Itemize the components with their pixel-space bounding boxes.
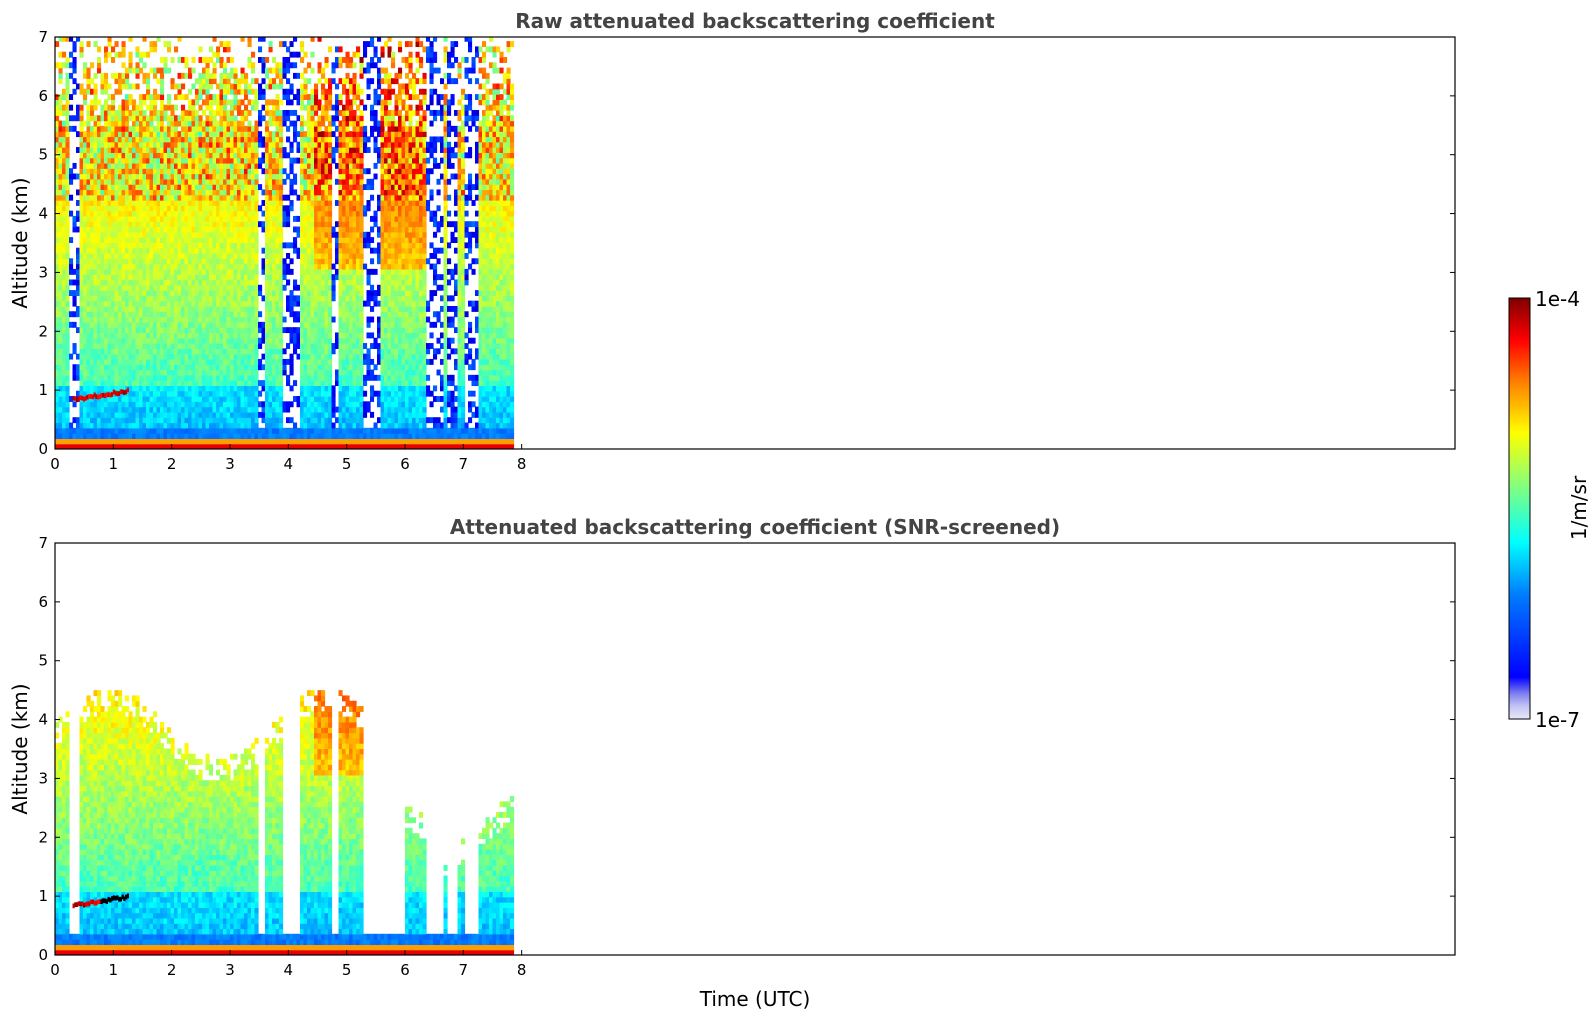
y-tick-label: 5 — [38, 652, 48, 670]
x-tick-label: 0 — [50, 455, 60, 473]
x-tick-label: 7 — [459, 455, 469, 473]
x-tick-label: 4 — [284, 961, 294, 979]
y-tick-label: 7 — [38, 534, 48, 552]
axis-ticks: 0 1 2 3 4 5 6 7 8 0 1 2 3 4 5 6 7 — [38, 28, 1455, 473]
plot-frame — [54, 36, 1456, 450]
colorbar: 1e-4 1e-7 1/m/sr — [1508, 287, 1591, 732]
axis-ticks: 0 1 2 3 4 5 6 7 8 0 1 2 3 4 5 6 7 — [38, 534, 1455, 979]
y-tick-label: 4 — [38, 205, 48, 223]
x-tick-label: 1 — [109, 961, 119, 979]
heatmap-image — [55, 690, 515, 955]
y-tick-label: 2 — [38, 322, 48, 340]
y-tick-label: 4 — [38, 711, 48, 729]
y-axis-label: Altitude (km) — [8, 683, 32, 814]
x-axis-label: Time (UTC) — [699, 987, 811, 1011]
x-tick-label: 8 — [517, 455, 527, 473]
colorbar-min-label: 1e-7 — [1535, 708, 1580, 732]
x-tick-label: 6 — [400, 455, 410, 473]
x-tick-label: 1 — [109, 455, 119, 473]
y-tick-label: 0 — [38, 946, 48, 964]
x-tick-label: 5 — [342, 455, 352, 473]
x-tick-label: 7 — [459, 961, 469, 979]
panel-title: Attenuated backscattering coefficient (S… — [450, 515, 1060, 539]
x-tick-label: 2 — [167, 961, 177, 979]
x-tick-label: 8 — [517, 961, 527, 979]
snr-screened-panel: Attenuated backscattering coefficient (S… — [8, 515, 1456, 1011]
y-axis-label: Altitude (km) — [8, 177, 32, 308]
y-tick-label: 1 — [38, 381, 48, 399]
colorbar-max-label: 1e-4 — [1535, 287, 1580, 311]
x-tick-label: 3 — [225, 455, 235, 473]
x-tick-label: 6 — [400, 961, 410, 979]
y-tick-label: 1 — [38, 887, 48, 905]
y-tick-label: 5 — [38, 146, 48, 164]
y-tick-label: 3 — [38, 263, 48, 281]
y-tick-label: 6 — [38, 593, 48, 611]
x-tick-label: 4 — [284, 455, 294, 473]
colorbar-unit-label: 1/m/sr — [1567, 475, 1591, 540]
y-tick-label: 7 — [38, 28, 48, 46]
colorbar-gradient — [1508, 297, 1531, 720]
panel-title: Raw attenuated backscattering coefficien… — [515, 9, 995, 33]
y-tick-label: 0 — [38, 440, 48, 458]
x-tick-label: 0 — [50, 961, 60, 979]
heatmap-image — [55, 37, 515, 449]
y-tick-label: 6 — [38, 87, 48, 105]
y-tick-label: 3 — [38, 769, 48, 787]
x-tick-label: 2 — [167, 455, 177, 473]
x-tick-label: 5 — [342, 961, 352, 979]
raw-backscatter-panel: Raw attenuated backscattering coefficien… — [8, 9, 1456, 473]
x-tick-label: 3 — [225, 961, 235, 979]
y-tick-label: 2 — [38, 828, 48, 846]
plot-frame — [54, 542, 1456, 956]
